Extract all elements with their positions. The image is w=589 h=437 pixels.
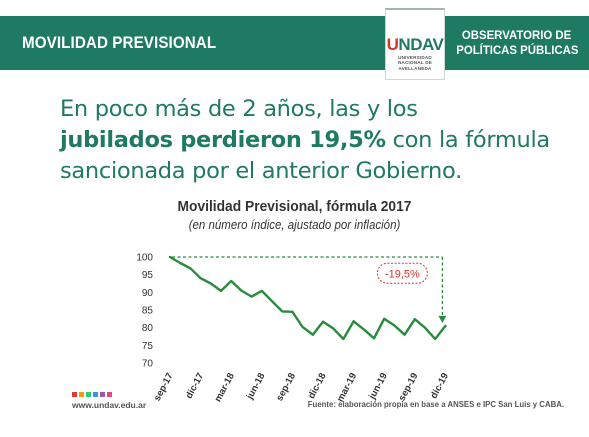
footer-brand: www.undav.edu.ar bbox=[72, 392, 146, 410]
headline-line-3: sancionada por el anterior Gobierno. bbox=[60, 158, 462, 184]
headline-line-1: En poco más de 2 años, las y los bbox=[60, 96, 418, 122]
y-tick-label: 75 bbox=[142, 341, 154, 352]
brand-dot bbox=[86, 392, 91, 397]
annotation-badge bbox=[376, 262, 428, 284]
brand-dot bbox=[100, 392, 105, 397]
x-tick-label: mar-18 bbox=[213, 371, 237, 404]
headline: En poco más de 2 años, las y los jubilad… bbox=[60, 94, 580, 187]
y-tick-label: 70 bbox=[142, 359, 154, 370]
logo-wordmark: UNDAV bbox=[386, 35, 444, 54]
y-axis: 100 95 90 85 80 75 70 bbox=[136, 253, 153, 370]
chart-title: Movilidad Previsional, fórmula 2017 bbox=[177, 198, 412, 215]
arrow-head-icon bbox=[438, 315, 447, 323]
brand-dot bbox=[107, 392, 112, 397]
y-tick-label: 80 bbox=[142, 323, 154, 334]
x-tick-label: jun-18 bbox=[244, 371, 267, 402]
observatorio-banner: OBSERVATORIO DE POLÍTICAS PÚBLICAS bbox=[445, 16, 589, 70]
y-tick-label: 95 bbox=[142, 270, 154, 281]
footer-url[interactable]: www.undav.edu.ar bbox=[72, 400, 147, 410]
series-line bbox=[168, 255, 447, 341]
x-tick-label: dic-17 bbox=[184, 371, 207, 400]
annotation: -19,5% bbox=[172, 256, 447, 323]
brand-dot bbox=[93, 392, 98, 397]
annotation-label: -19,5% bbox=[385, 268, 420, 280]
chart-subtitle: (en número índice, ajustado por inflació… bbox=[188, 218, 401, 232]
header-title-bar: MOVILIDAD PREVISIONAL bbox=[0, 16, 385, 70]
undav-logo: UNDAV UNIVERSIDAD NACIONAL DE AVELLANEDA bbox=[385, 8, 445, 80]
x-tick-label: sep-18 bbox=[274, 371, 298, 403]
brand-dot bbox=[79, 392, 84, 397]
brand-dots bbox=[72, 392, 146, 397]
y-tick-label: 100 bbox=[136, 253, 153, 264]
observatorio-line-1: OBSERVATORIO DE bbox=[462, 28, 572, 42]
x-tick-label: jun-19 bbox=[367, 371, 390, 402]
x-tick-label: dic-18 bbox=[306, 371, 329, 400]
brand-dot bbox=[72, 392, 77, 397]
chart-source: Fuente: elaboración propia en base a ANS… bbox=[307, 400, 564, 409]
y-tick-label: 90 bbox=[142, 288, 154, 299]
x-tick-label: sep-17 bbox=[152, 371, 176, 403]
logo-subtitle: UNIVERSIDAD NACIONAL DE AVELLANEDA bbox=[397, 55, 433, 71]
observatorio-line-2: POLÍTICAS PÚBLICAS bbox=[455, 43, 579, 57]
x-tick-label: sep-19 bbox=[397, 371, 421, 403]
series bbox=[168, 255, 447, 341]
headline-line-2: jubilados perdieron 19,5% con la fórmula bbox=[60, 127, 550, 153]
y-tick-label: 85 bbox=[142, 306, 154, 317]
header-title: MOVILIDAD PREVISIONAL bbox=[22, 33, 217, 52]
x-tick-label: dic-19 bbox=[428, 371, 451, 400]
